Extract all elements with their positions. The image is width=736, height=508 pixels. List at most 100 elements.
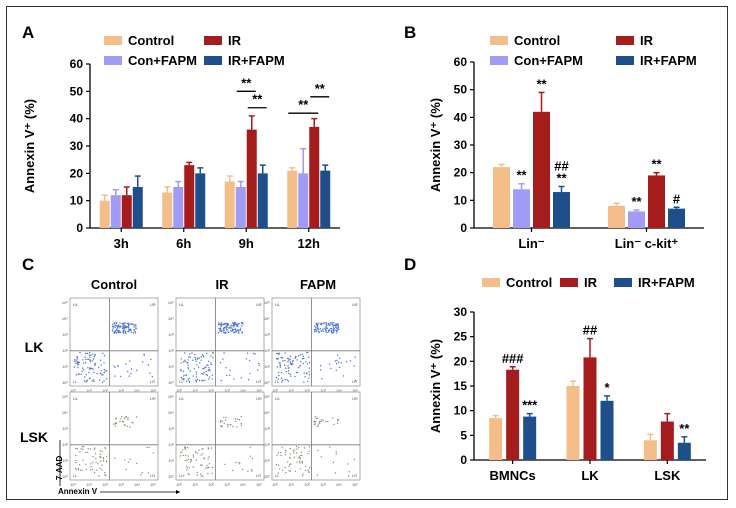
event-dot: [200, 473, 202, 475]
event-dot: [99, 467, 101, 469]
flow-x-tick: 10³: [118, 388, 124, 393]
event-dot: [354, 356, 356, 358]
event-dot: [231, 328, 234, 331]
event-dot: [303, 357, 305, 360]
bar: [513, 189, 530, 228]
event-dot: [119, 418, 122, 420]
bar: [162, 192, 173, 228]
event-dot: [220, 330, 223, 332]
event-dot: [277, 371, 280, 374]
event-dot: [127, 417, 129, 419]
event-dot: [135, 323, 137, 326]
bar: [298, 173, 309, 228]
event-dot: [87, 451, 89, 453]
event-dot: [207, 360, 210, 362]
flow-column-label: FAPM: [300, 277, 336, 292]
event-dot: [75, 359, 78, 361]
bar: [506, 369, 520, 460]
event-dot: [336, 332, 338, 334]
event-dot: [299, 457, 302, 460]
event-dot: [219, 362, 222, 364]
event-dot: [98, 475, 100, 477]
panel-letter-c: C: [22, 255, 34, 274]
y-tick-label: 10: [454, 193, 468, 207]
y-tick-label: 5: [460, 428, 467, 442]
event-dot: [75, 459, 77, 462]
event-dot: [286, 379, 288, 381]
event-dot: [221, 420, 223, 422]
quadrant-label: UL: [275, 302, 281, 307]
event-dot: [314, 330, 316, 333]
event-dot: [195, 373, 197, 375]
event-dot: [225, 323, 228, 325]
event-dot: [288, 372, 290, 375]
event-dot: [192, 454, 194, 456]
legend-swatch: [204, 56, 222, 65]
event-dot: [122, 322, 124, 325]
event-dot: [222, 328, 224, 330]
legend-label: IR+FAPM: [228, 53, 285, 68]
quadrant-label: LL: [179, 379, 184, 384]
event-dot: [89, 377, 91, 380]
x-tick-label: 6h: [176, 236, 191, 251]
y-tick-label: 30: [454, 138, 468, 152]
x-tick-label: 3h: [114, 236, 129, 251]
event-dot: [115, 321, 118, 324]
event-dot: [222, 330, 224, 332]
event-dot: [301, 462, 303, 464]
flow-y-tick: 10⁵: [62, 394, 68, 399]
event-dot: [91, 468, 93, 470]
event-dot: [104, 471, 106, 474]
event-dot: [78, 373, 80, 375]
event-dot: [147, 364, 150, 366]
event-dot: [100, 456, 102, 459]
event-dot: [282, 360, 284, 362]
event-dot: [143, 354, 145, 356]
event-dot: [75, 374, 78, 376]
event-dot: [287, 370, 290, 372]
bar: [533, 111, 550, 228]
event-dot: [122, 421, 125, 423]
y-tick-label: 20: [454, 166, 468, 180]
event-dot: [277, 464, 280, 466]
event-dot: [327, 331, 329, 334]
event-dot: [288, 359, 290, 361]
event-dot: [210, 447, 213, 449]
event-dot: [277, 472, 279, 474]
event-dot: [222, 358, 224, 360]
event-dot: [196, 378, 199, 381]
event-dot: [190, 460, 192, 462]
event-dot: [208, 367, 210, 369]
event-dot: [184, 454, 187, 457]
event-dot: [127, 461, 130, 463]
event-dot: [241, 332, 243, 334]
flow-x-tick: 10⁴: [240, 482, 246, 487]
event-dot: [345, 360, 348, 363]
event-dot: [284, 454, 286, 456]
event-dot: [102, 374, 104, 376]
flow-y-tick: 10⁰: [168, 474, 174, 479]
event-dot: [224, 331, 226, 334]
event-dot: [294, 376, 296, 378]
event-dot: [93, 380, 95, 383]
flow-y-tick: 10⁴: [168, 316, 174, 321]
y-tick-label: 25: [454, 330, 468, 344]
event-dot: [232, 425, 234, 428]
event-dot: [317, 423, 320, 425]
event-dot: [190, 458, 192, 461]
y-tick-label: 15: [454, 379, 468, 393]
event-dot: [349, 360, 352, 362]
flow-x-tick: 10¹: [86, 482, 92, 487]
quadrant-label: LL: [275, 379, 280, 384]
event-dot: [102, 457, 105, 459]
flow-y-tick: 10⁴: [264, 410, 270, 415]
event-dot: [329, 324, 331, 326]
flow-y-tick: 10³: [168, 426, 174, 431]
event-dot: [105, 378, 108, 380]
flow-x-tick: 10⁵: [256, 388, 262, 393]
legend-swatch: [482, 278, 500, 287]
event-dot: [106, 455, 108, 458]
event-dot: [207, 369, 209, 372]
event-dot: [188, 474, 190, 476]
flow-y-tick: 10⁰: [168, 380, 174, 385]
